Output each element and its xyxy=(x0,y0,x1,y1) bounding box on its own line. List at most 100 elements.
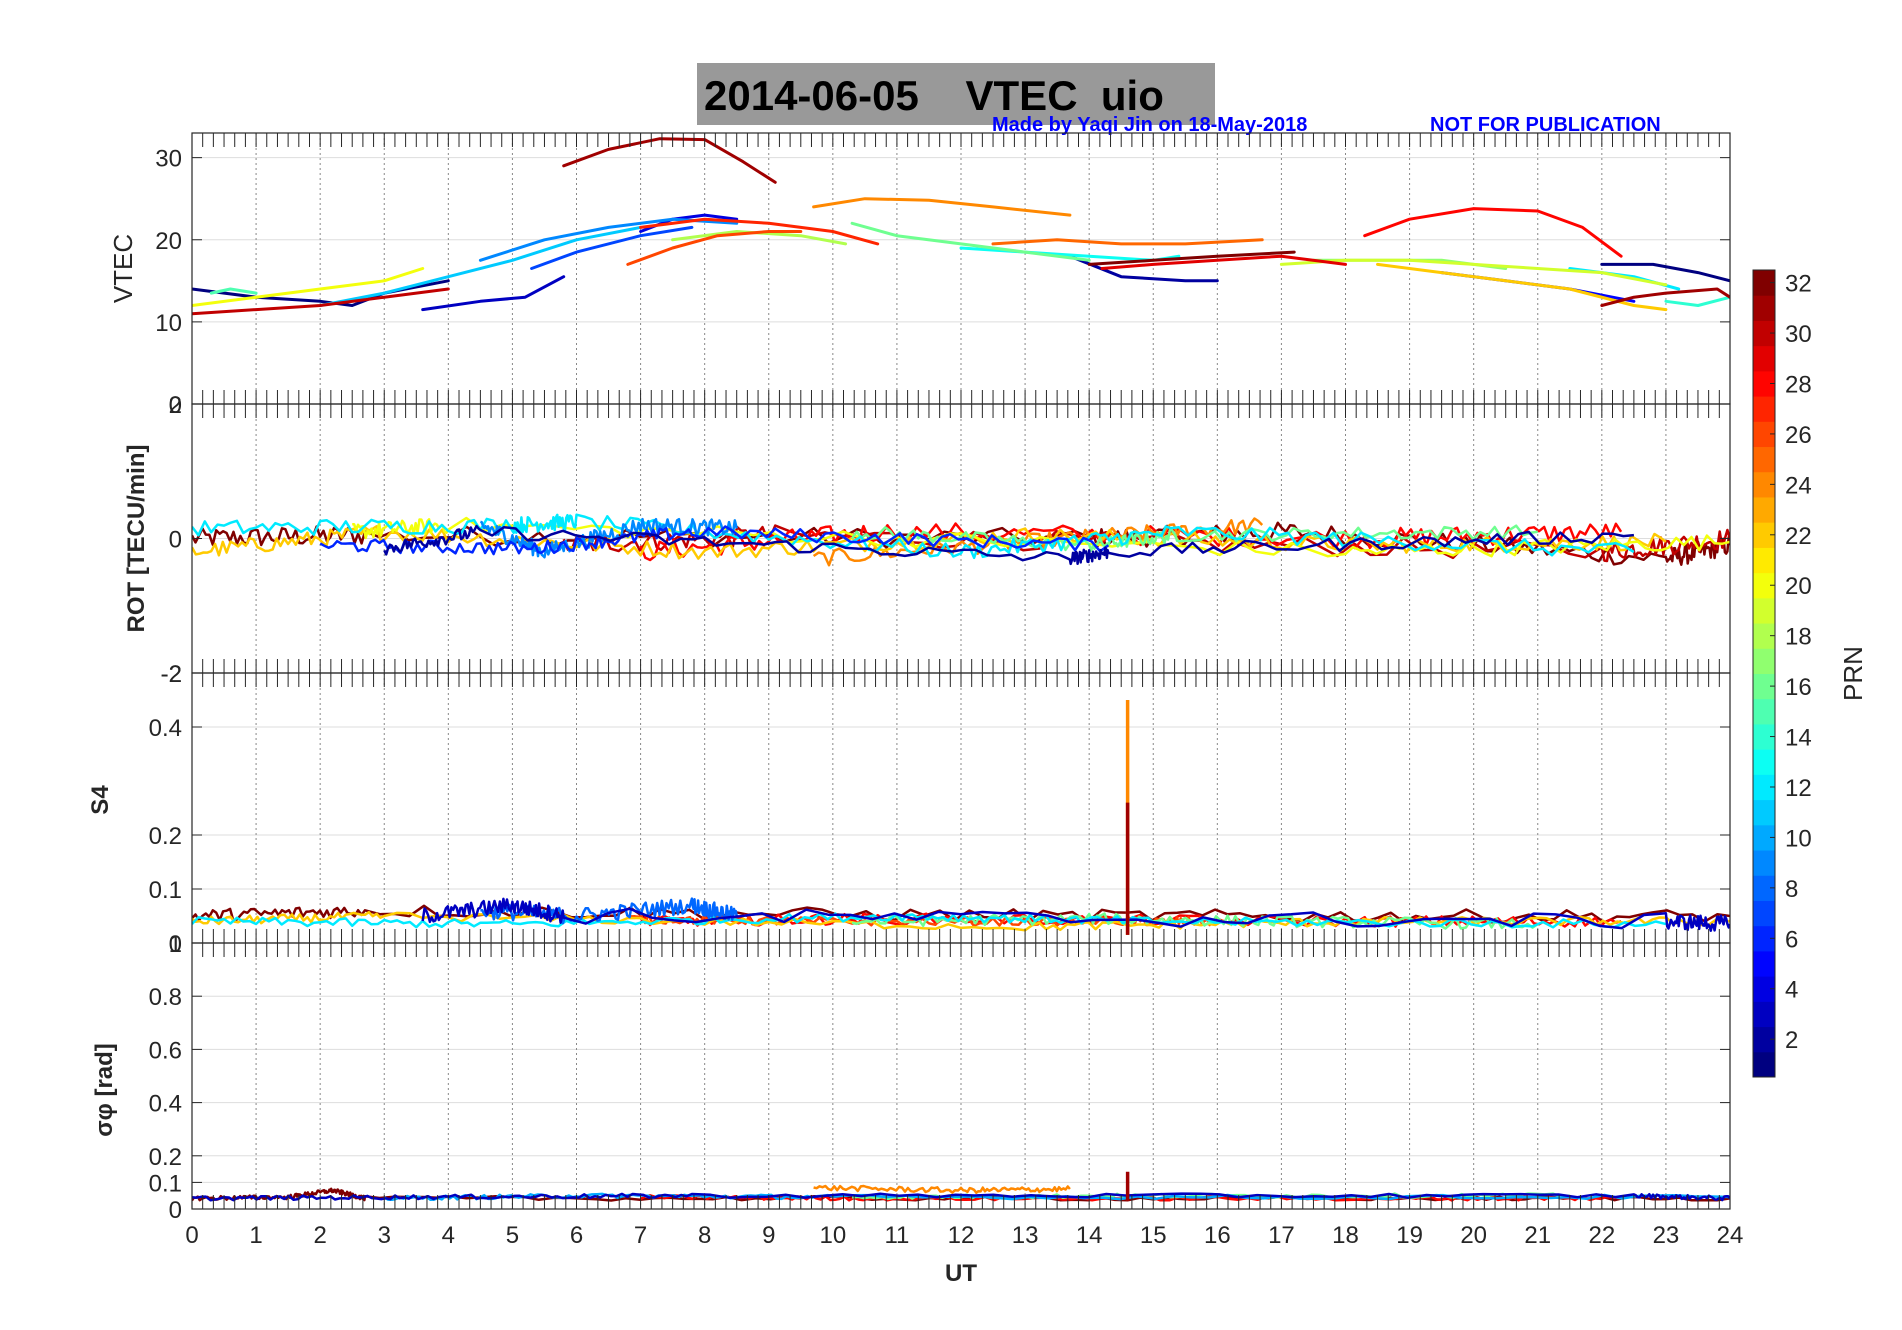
x-tick-label: 16 xyxy=(1204,1222,1231,1249)
colorbar-tick-label: 12 xyxy=(1785,775,1812,802)
colorbar-cell xyxy=(1753,950,1775,977)
x-tick-label: 9 xyxy=(762,1222,775,1249)
colorbar-tick-label: 32 xyxy=(1785,271,1812,298)
x-tick-label: 22 xyxy=(1588,1222,1615,1249)
colorbar-cell xyxy=(1753,421,1775,448)
series-line xyxy=(1363,207,1623,258)
colorbar-cell xyxy=(1753,396,1775,422)
colorbar-tick-label: 6 xyxy=(1785,926,1798,953)
x-tick-label: 8 xyxy=(698,1222,711,1249)
panel-vtec: 0 10 20 30 VTEC xyxy=(108,132,1731,419)
y-tick-label: 0.6 xyxy=(149,1037,182,1064)
series-line xyxy=(1068,254,1219,283)
colorbar-cell xyxy=(1753,698,1775,725)
y-axis-label: ROT [TECU/min] xyxy=(123,445,150,633)
colorbar-tick-label: 18 xyxy=(1785,624,1812,651)
series-line xyxy=(1279,258,1668,287)
series-line xyxy=(562,137,777,184)
colorbar-cell xyxy=(1753,547,1775,574)
x-axis-label: UT xyxy=(945,1260,977,1287)
x-tick-label: 17 xyxy=(1268,1222,1295,1249)
colorbar-tick-label: 28 xyxy=(1785,371,1812,398)
colorbar-cell xyxy=(1753,471,1775,498)
colorbar-tick-label: 20 xyxy=(1785,573,1812,600)
chart-title: 2014-06-05 VTEC uio xyxy=(704,72,1164,119)
colorbar-cell xyxy=(1753,648,1775,674)
x-tick-label: 21 xyxy=(1524,1222,1551,1249)
x-tick-label: 3 xyxy=(378,1222,391,1249)
x-tick-label: 23 xyxy=(1653,1222,1680,1249)
y-axis-label: σφ [rad] xyxy=(91,1043,118,1137)
x-tick-label: 24 xyxy=(1717,1222,1744,1249)
y-tick-label: 10 xyxy=(155,310,182,337)
y-tick-label: 0.1 xyxy=(149,1170,182,1197)
title-box xyxy=(697,63,1215,125)
series-line xyxy=(192,267,425,307)
colorbar-cell xyxy=(1753,749,1775,775)
series-line xyxy=(671,230,848,246)
colorbar-tick-label: 24 xyxy=(1785,472,1812,499)
series-line xyxy=(1376,262,1668,312)
y-axis-label: VTEC xyxy=(108,234,138,303)
series-line xyxy=(209,287,258,295)
series-line xyxy=(1600,287,1730,307)
series-line xyxy=(318,225,643,307)
colorbar-tick-label: 16 xyxy=(1785,674,1812,701)
series-line xyxy=(812,197,1072,217)
y-tick-label: 30 xyxy=(155,146,182,173)
series-group xyxy=(192,513,1730,567)
x-tick-label: 0 xyxy=(185,1222,198,1249)
x-tick-label: 4 xyxy=(442,1222,455,1249)
y-tick-label: 0 xyxy=(169,527,182,554)
x-tick-label: 19 xyxy=(1396,1222,1423,1249)
series-line xyxy=(192,525,1667,560)
x-tick-label: 15 xyxy=(1140,1222,1167,1249)
x-tick-label: 7 xyxy=(634,1222,647,1249)
colorbar-tick-label: 14 xyxy=(1785,725,1812,752)
publication-notice: NOT FOR PUBLICATION xyxy=(1430,114,1661,136)
colorbar-label: PRN xyxy=(1838,646,1868,701)
colorbar-cell xyxy=(1753,1026,1775,1053)
series-line xyxy=(991,238,1264,246)
credit-text: Made by Yaqi Jin on 18-May-2018 xyxy=(992,114,1308,136)
y-tick-label: 20 xyxy=(155,228,182,255)
colorbar-tick-label: 30 xyxy=(1785,321,1812,348)
y-tick-label: 2 xyxy=(169,392,182,419)
series-line xyxy=(421,275,566,312)
colorbar-cell xyxy=(1753,1001,1775,1028)
series-line xyxy=(813,1184,1071,1194)
y-tick-label: -2 xyxy=(161,661,182,688)
x-tick-label: 20 xyxy=(1460,1222,1487,1249)
y-tick-label: 0.2 xyxy=(149,823,182,850)
y-tick-label: 0 xyxy=(169,1197,182,1224)
y-tick-label: 0 xyxy=(169,931,182,958)
series-line xyxy=(192,287,450,316)
colorbar-tick-label: 2 xyxy=(1785,1027,1798,1054)
colorbar-cell xyxy=(1753,850,1775,876)
colorbar-cell xyxy=(1753,875,1775,901)
series-line xyxy=(1087,250,1296,266)
series-line xyxy=(480,517,738,559)
y-tick-label: 0 xyxy=(169,392,182,419)
series-group xyxy=(192,137,1730,316)
colorbar-tick-label: 10 xyxy=(1785,825,1812,852)
colorbar-cell xyxy=(1753,446,1775,473)
colorbar-cell xyxy=(1753,925,1775,952)
x-tick-label: 6 xyxy=(570,1222,583,1249)
colorbar-cell xyxy=(1753,799,1775,826)
colorbar-cell xyxy=(1753,295,1775,321)
colorbar-cell xyxy=(1753,774,1775,801)
x-tick-label: 18 xyxy=(1332,1222,1359,1249)
colorbar-cell xyxy=(1753,623,1775,649)
series-line xyxy=(530,225,694,270)
x-tick-label: 12 xyxy=(948,1222,975,1249)
colorbar-tick-label: 8 xyxy=(1785,876,1798,903)
y-tick-label: 0.4 xyxy=(149,1091,182,1118)
y-tick-label: 0.4 xyxy=(149,715,182,742)
x-tick-label: 5 xyxy=(506,1222,519,1249)
y-tick-label: 0.8 xyxy=(149,984,182,1011)
y-axis-label: S4 xyxy=(87,785,114,815)
